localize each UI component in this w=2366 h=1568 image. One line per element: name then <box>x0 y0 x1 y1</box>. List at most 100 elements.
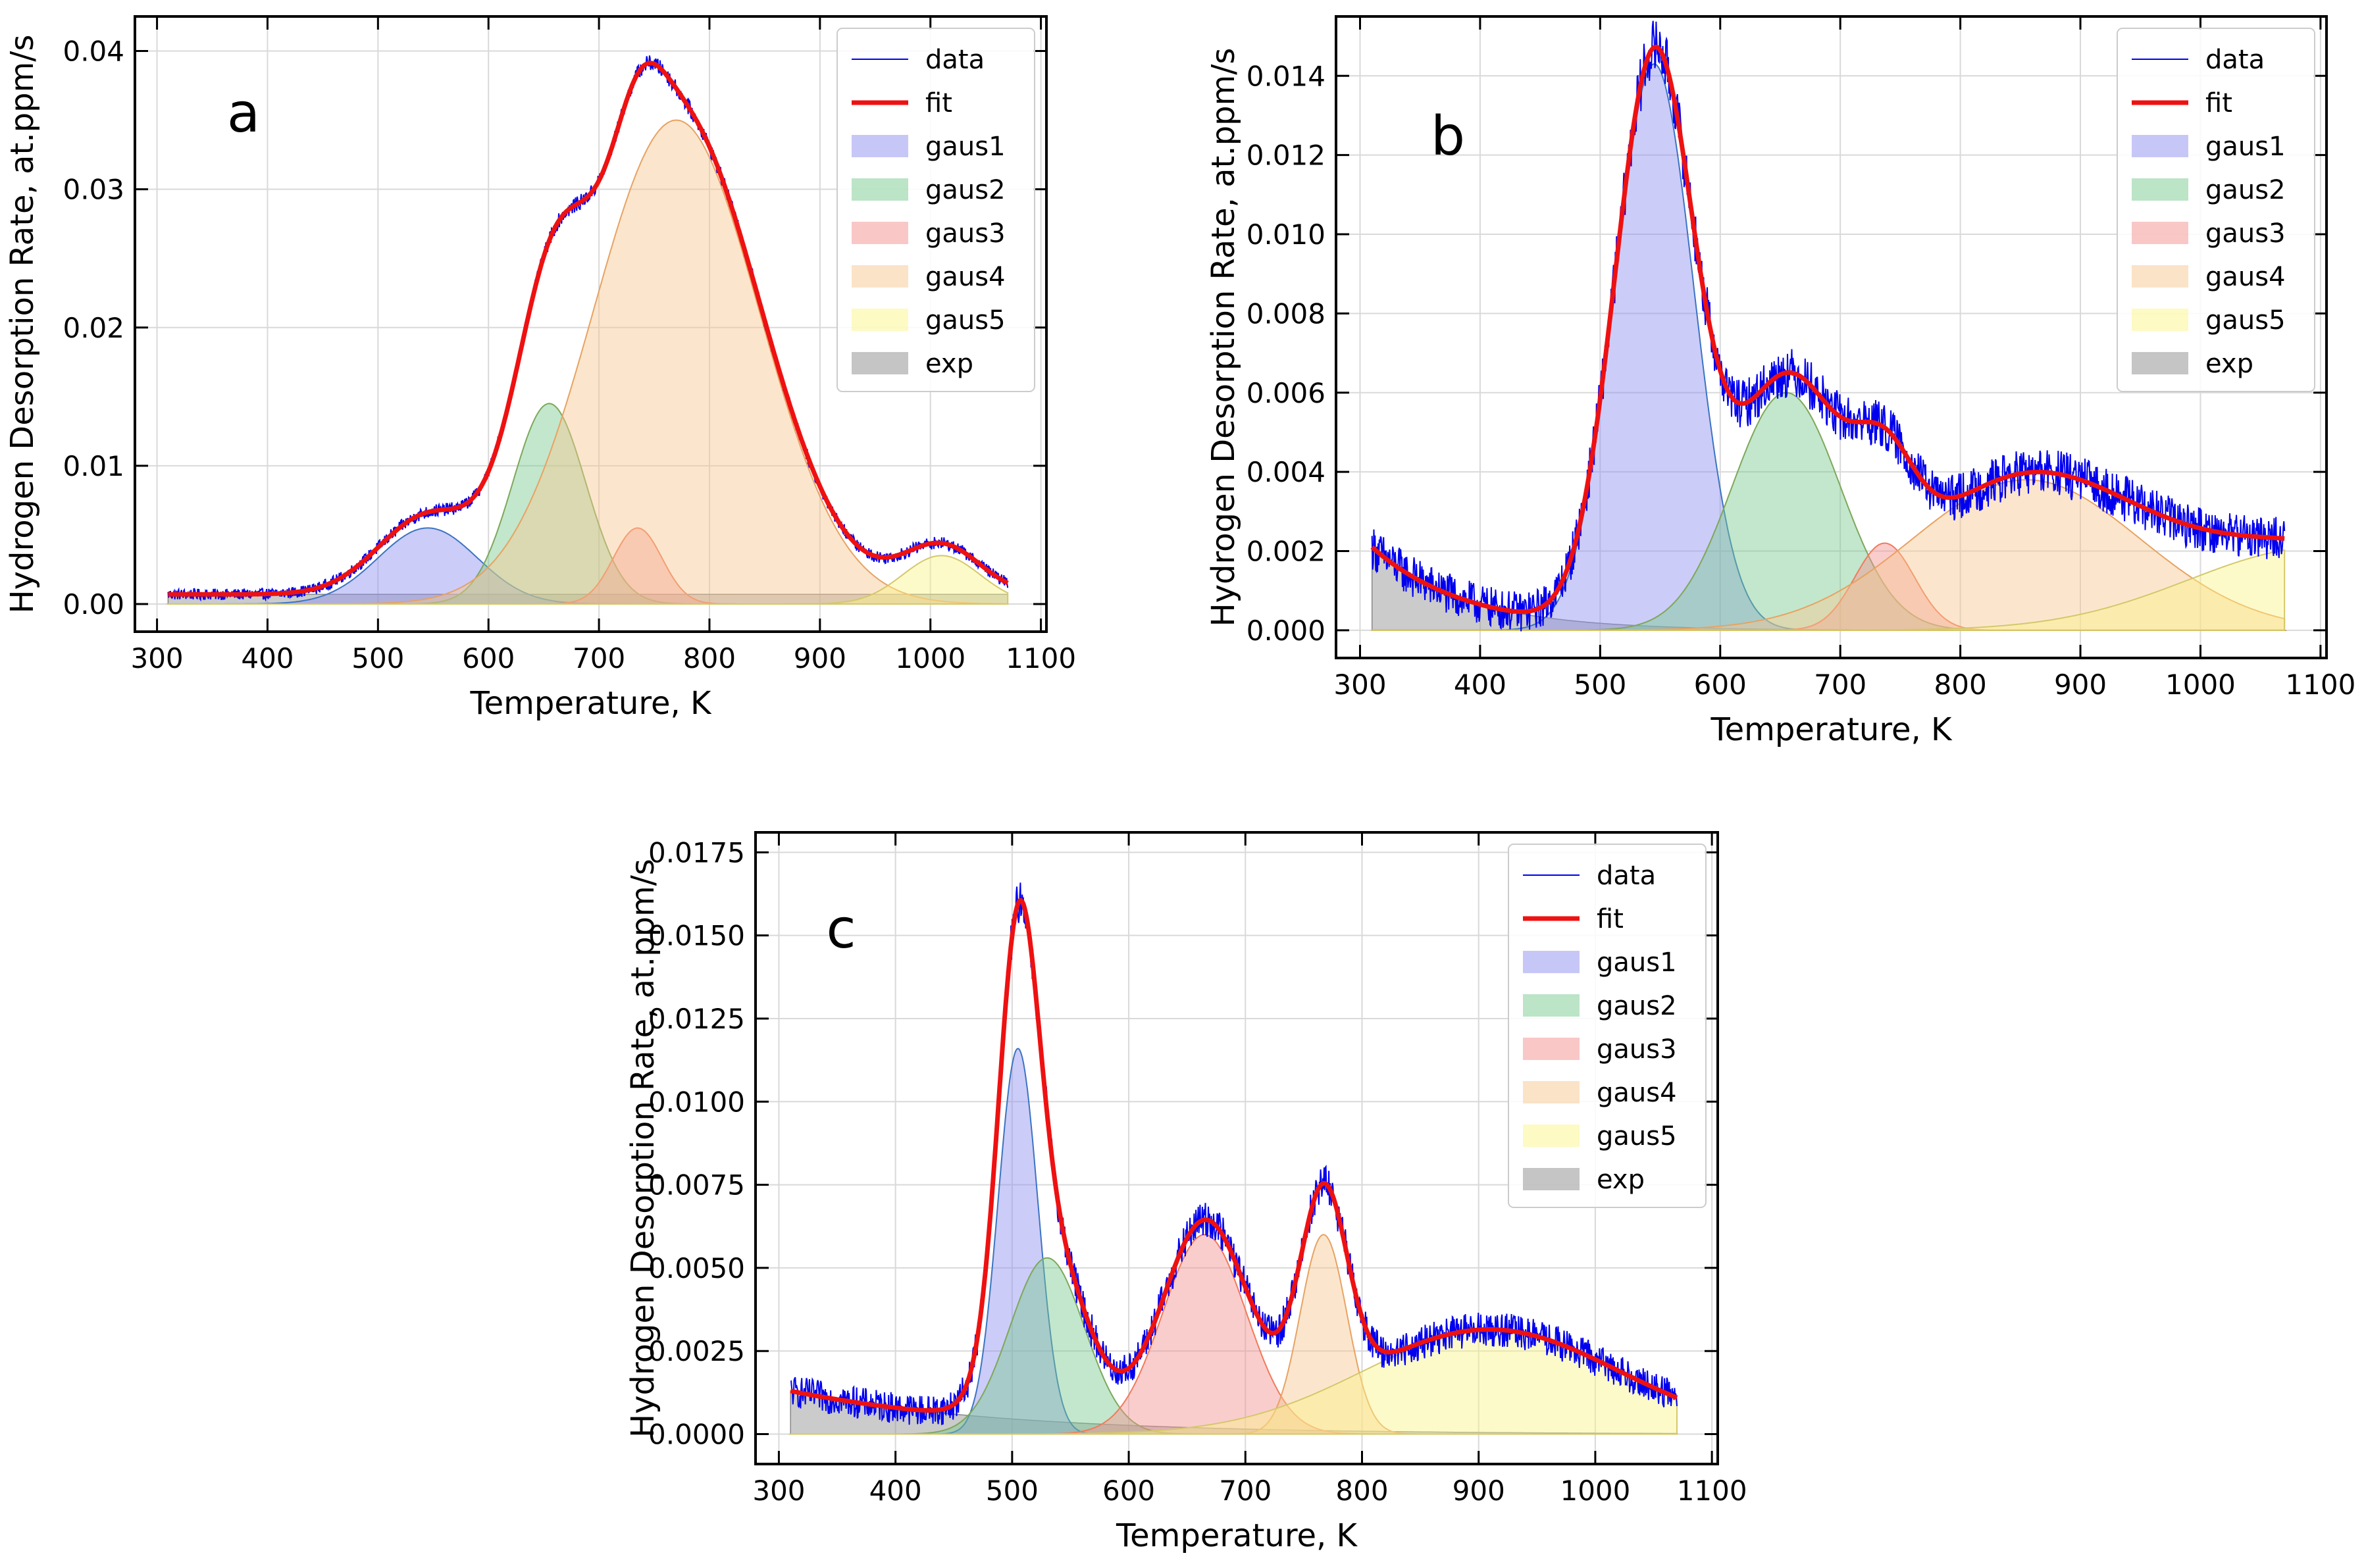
x-tick-label: 1100 <box>1006 642 1076 674</box>
legend-box <box>1508 844 1707 1208</box>
x-tick-label: 1000 <box>2165 669 2236 701</box>
y-tick-label: 0.00 <box>63 588 124 620</box>
legend-label-gaus5: gaus5 <box>1597 1121 1677 1151</box>
legend-label-exp: exp <box>925 349 973 379</box>
y-tick-label: 0.0075 <box>648 1169 745 1201</box>
legend-label-gaus5: gaus5 <box>2205 305 2286 336</box>
y-tick-label: 0.01 <box>63 450 124 482</box>
x-tick-label: 1000 <box>895 642 965 674</box>
legend-swatch-gaus1 <box>852 135 908 157</box>
legend-label-exp: exp <box>1597 1165 1645 1195</box>
legend-label-gaus5: gaus5 <box>925 305 1006 336</box>
legend-label-data: data <box>925 45 985 75</box>
legend-box <box>2117 28 2315 392</box>
y-tick-label: 0.004 <box>1247 456 1325 488</box>
x-tick-label: 600 <box>1102 1475 1155 1507</box>
legend-label-gaus3: gaus3 <box>1597 1034 1677 1065</box>
x-tick-label: 600 <box>1694 669 1747 701</box>
y-tick-label: 0.012 <box>1247 139 1325 172</box>
x-tick-label: 700 <box>1814 669 1866 701</box>
x-tick-label: 500 <box>1574 669 1626 701</box>
legend-label-gaus3: gaus3 <box>925 218 1006 249</box>
legend-swatch-gaus3 <box>1523 1038 1580 1060</box>
y-tick-label: 0.006 <box>1247 377 1325 409</box>
x-axis-label: Temperature, K <box>1710 711 1953 748</box>
chart-panel-a: 300 400 500 600 700 800 900 1000 1100 0.00 0.01 0.0… <box>4 15 1076 722</box>
legend-label-fit: fit <box>2205 88 2232 118</box>
y-tick-label: 0.000 <box>1247 615 1325 647</box>
x-tick-label: 1100 <box>1677 1475 1747 1507</box>
y-tick-label: 0.0125 <box>648 1003 745 1035</box>
legend-swatch-gaus5 <box>852 309 908 331</box>
legend-swatch-gaus1 <box>1523 951 1580 973</box>
x-tick-label: 800 <box>683 642 736 674</box>
legend-swatch-exp <box>1523 1168 1580 1190</box>
y-tick-label: 0.010 <box>1247 218 1325 251</box>
x-tick-label: 800 <box>1335 1475 1388 1507</box>
legend-swatch-gaus4 <box>852 265 908 288</box>
y-tick-label: 0.014 <box>1247 60 1325 92</box>
gaus5-component <box>1370 549 2286 631</box>
y-tick-label: 0.03 <box>63 174 124 206</box>
legend-label-gaus1: gaus1 <box>2205 132 2286 162</box>
y-tick-label: 0.0175 <box>648 836 745 869</box>
chart-panel-b: 300 400 500 600 700 800 900 1000 1100 0.000 0.002 0… <box>1205 15 2355 748</box>
legend-swatch-gaus4 <box>2132 265 2188 288</box>
legend-swatch-exp <box>852 352 908 374</box>
x-axis-label: Temperature, K <box>469 685 712 722</box>
x-tick-label: 700 <box>573 642 625 674</box>
y-tick-label: 0.04 <box>63 36 124 68</box>
axis-ticks: 300 400 500 600 700 800 900 1000 1100 0.00 0.01 0.0… <box>63 16 1076 674</box>
panel-letter: c <box>826 898 856 961</box>
legend-label-fit: fit <box>1597 904 1624 934</box>
y-tick-label: 0.0025 <box>648 1335 745 1367</box>
x-tick-label: 400 <box>241 642 294 674</box>
fit-curve <box>167 61 1009 597</box>
x-tick-label: 900 <box>2054 669 2107 701</box>
legend-label-fit: fit <box>925 88 952 118</box>
y-axis-label: Hydrogen Desorption Rate, at.ppm/s <box>1205 48 1242 627</box>
y-tick-label: 0.0150 <box>648 920 745 952</box>
panel-letter: b <box>1431 105 1465 168</box>
gaus5-component <box>165 555 1009 605</box>
legend: data fit gaus1 gaus2 gaus3 gaus4 gaus5 exp <box>836 28 1035 392</box>
legend: data fit gaus1 gaus2 gaus3 gaus4 gaus5 exp <box>2117 28 2315 392</box>
legend-swatch-gaus4 <box>1523 1081 1580 1103</box>
legend-label-gaus3: gaus3 <box>2205 218 2286 249</box>
y-tick-label: 0.0100 <box>648 1086 745 1118</box>
legend-label-gaus1: gaus1 <box>925 132 1006 162</box>
legend-swatch-gaus2 <box>852 178 908 201</box>
legend-swatch-gaus2 <box>2132 178 2188 201</box>
legend-label-gaus1: gaus1 <box>1597 948 1677 978</box>
y-tick-label: 0.008 <box>1247 297 1325 330</box>
plot-area <box>165 55 1009 605</box>
x-tick-label: 300 <box>752 1475 805 1507</box>
legend-label-data: data <box>1597 861 1656 891</box>
plot-area <box>1370 20 2287 632</box>
y-tick-label: 0.002 <box>1247 536 1325 568</box>
fit-curve <box>1370 44 2286 615</box>
x-axis-label: Temperature, K <box>1116 1517 1358 1554</box>
legend-label-gaus2: gaus2 <box>2205 175 2286 205</box>
y-tick-label: 0.0000 <box>648 1419 745 1451</box>
legend-swatch-exp <box>2132 352 2188 374</box>
plot-area <box>788 882 1678 1435</box>
fit-curve <box>789 898 1678 1413</box>
x-tick-label: 500 <box>986 1475 1039 1507</box>
legend-label-gaus2: gaus2 <box>1597 991 1677 1021</box>
legend-swatch-gaus3 <box>2132 222 2188 244</box>
x-tick-label: 300 <box>1333 669 1386 701</box>
plot-frame <box>754 831 1719 1465</box>
plot-frame <box>134 15 1048 633</box>
x-tick-label: 900 <box>1453 1475 1505 1507</box>
y-tick-label: 0.0050 <box>648 1252 745 1284</box>
legend-swatch-gaus1 <box>2132 135 2188 157</box>
x-tick-label: 1100 <box>2285 669 2355 701</box>
x-tick-label: 700 <box>1219 1475 1272 1507</box>
x-tick-label: 900 <box>794 642 846 674</box>
legend-swatch-gaus3 <box>852 222 908 244</box>
panel-letter: a <box>227 82 260 145</box>
legend-label-data: data <box>2205 45 2265 75</box>
